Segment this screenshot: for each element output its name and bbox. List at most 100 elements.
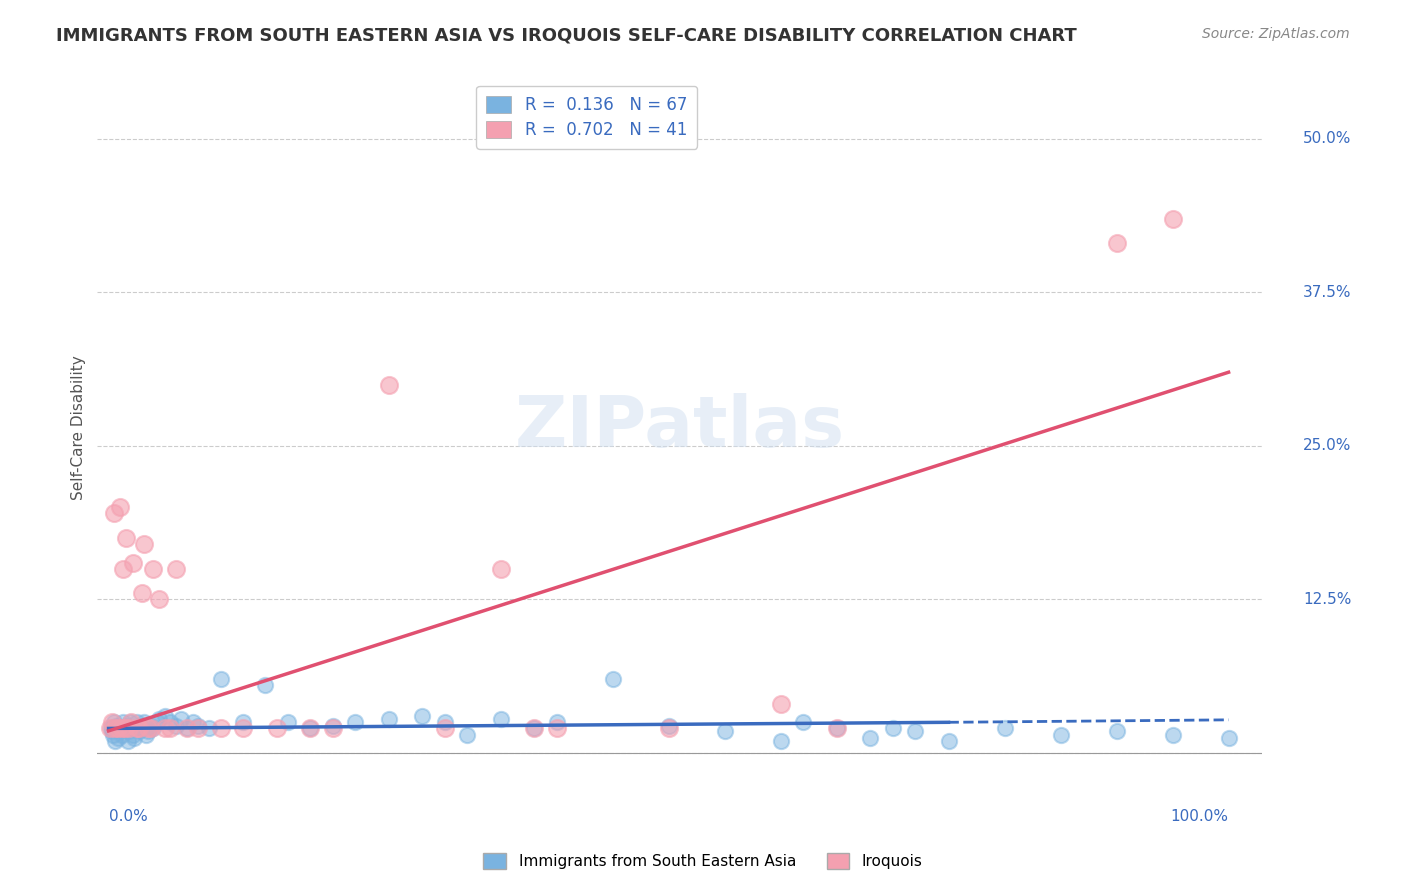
Point (153, 709, 176, 723)
Point (658, 719, 681, 733)
Point (198, 722, 221, 736)
Point (1049, 728, 1071, 742)
Point (134, 728, 156, 742)
Point (124, 731, 146, 746)
Point (792, 715, 814, 730)
Point (108, 723, 131, 738)
Point (523, 722, 546, 736)
Point (120, 715, 142, 730)
Point (125, 722, 148, 736)
Point (232, 722, 254, 736)
Point (111, 728, 134, 742)
Text: Source: ZipAtlas.com: Source: ZipAtlas.com (1202, 27, 1350, 41)
Point (125, 715, 148, 730)
Point (115, 719, 138, 733)
Point (148, 712, 170, 726)
Point (100, 722, 122, 736)
Point (176, 722, 198, 736)
Point (131, 722, 153, 736)
Point (1105, 723, 1128, 738)
Point (343, 715, 366, 730)
Point (108, 500, 131, 515)
Point (103, 507, 125, 521)
Point (101, 728, 124, 742)
Point (882, 722, 904, 736)
Point (115, 531, 138, 545)
Point (136, 722, 159, 736)
Point (176, 722, 198, 736)
Point (322, 719, 344, 733)
Point (859, 731, 882, 746)
Text: 25.0%: 25.0% (1303, 439, 1351, 453)
Point (546, 715, 568, 730)
Text: 0.0%: 0.0% (108, 809, 148, 824)
Point (107, 722, 129, 736)
Point (232, 715, 254, 730)
Point (181, 715, 204, 730)
Point (117, 733, 139, 747)
Point (142, 562, 165, 576)
Text: 100.0%: 100.0% (1171, 809, 1229, 824)
Point (114, 722, 136, 736)
Point (105, 719, 128, 733)
Point (1218, 731, 1240, 746)
Point (114, 722, 136, 736)
Point (128, 722, 150, 736)
Point (489, 562, 512, 576)
Point (433, 715, 456, 730)
Point (107, 722, 129, 736)
Point (101, 715, 124, 730)
Point (159, 715, 181, 730)
Point (209, 673, 232, 687)
Point (159, 722, 181, 736)
Point (266, 722, 288, 736)
Text: ZIPatlas: ZIPatlas (515, 393, 845, 462)
Point (993, 722, 1015, 736)
Point (118, 723, 141, 738)
Point (187, 719, 209, 733)
Point (769, 697, 792, 711)
Point (142, 722, 165, 736)
Point (658, 722, 681, 736)
Point (299, 722, 322, 736)
Text: IMMIGRANTS FROM SOUTH EASTERN ASIA VS IROQUOIS SELF-CARE DISABILITY CORRELATION : IMMIGRANTS FROM SOUTH EASTERN ASIA VS IR… (56, 27, 1077, 45)
Point (122, 728, 145, 742)
Legend: R =  0.136   N = 67, R =  0.702   N = 41: R = 0.136 N = 67, R = 0.702 N = 41 (477, 86, 697, 149)
Point (546, 722, 568, 736)
Point (139, 722, 162, 736)
Point (118, 722, 141, 736)
Point (1161, 728, 1184, 742)
Point (411, 709, 433, 723)
Point (128, 723, 150, 738)
Point (456, 728, 478, 742)
Text: 12.5%: 12.5% (1303, 592, 1351, 607)
Point (938, 733, 960, 747)
Point (254, 678, 277, 692)
Point (103, 715, 125, 730)
Point (299, 722, 322, 736)
Point (134, 537, 156, 551)
Point (523, 722, 546, 736)
Point (111, 722, 134, 736)
Y-axis label: Self-Care Disability: Self-Care Disability (72, 355, 86, 500)
Point (120, 722, 142, 736)
Text: 37.5%: 37.5% (1303, 285, 1351, 300)
Point (98, 722, 121, 736)
Point (134, 715, 156, 730)
Point (602, 673, 624, 687)
Text: 50.0%: 50.0% (1303, 131, 1351, 146)
Point (170, 712, 193, 726)
Point (825, 722, 848, 736)
Point (112, 715, 135, 730)
Point (769, 733, 792, 747)
Point (136, 723, 159, 738)
Point (187, 722, 209, 736)
Point (112, 562, 135, 576)
Point (1105, 236, 1128, 251)
Point (165, 719, 187, 733)
Point (377, 712, 399, 726)
Point (377, 377, 399, 392)
Point (104, 733, 127, 747)
Point (131, 586, 153, 600)
Point (433, 722, 456, 736)
